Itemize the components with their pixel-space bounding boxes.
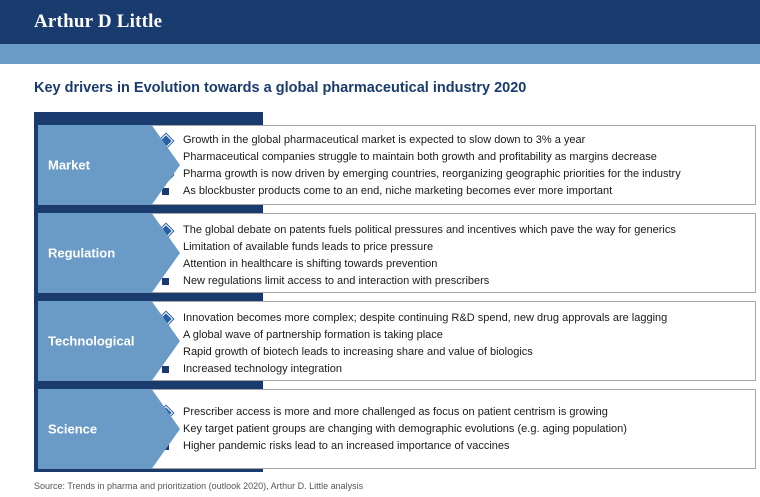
bullet-list: Prescriber access is more and more chall… <box>158 404 627 455</box>
bullet-item: Limitation of available funds leads to p… <box>159 239 676 256</box>
header-bar: Arthur D Little <box>0 0 760 44</box>
bullet-text: Key target patient groups are changing w… <box>183 423 627 435</box>
bullet-item: Innovation becomes more complex; despite… <box>158 310 668 327</box>
bullet-text: Pharmaceutical companies struggle to mai… <box>183 151 657 163</box>
driver-chevron: Technological <box>38 301 180 381</box>
bullet-item: The global debate on patents fuels polit… <box>158 222 676 239</box>
square-bullet-icon <box>162 278 169 285</box>
bullet-item: Increased technology integration <box>159 361 667 378</box>
square-bullet-icon <box>162 366 169 373</box>
bullet-item: Growth in the global pharmaceutical mark… <box>158 132 681 149</box>
bullet-item: A global wave of partnership formation i… <box>158 327 667 344</box>
driver-label: Regulation <box>48 245 116 261</box>
bullet-list: The global debate on patents fuels polit… <box>158 222 676 290</box>
driver-bullets-box: Innovation becomes more complex; despite… <box>150 301 756 381</box>
bullet-text: Limitation of available funds leads to p… <box>183 241 434 253</box>
bullet-text: Higher pandemic risks lead to an increas… <box>183 440 510 452</box>
bullet-list: Growth in the global pharmaceutical mark… <box>158 132 681 200</box>
bullet-text: As blockbuster products come to an end, … <box>183 185 613 197</box>
bullet-text: New regulations limit access to and inte… <box>183 275 490 287</box>
driver-row-science: Prescriber access is more and more chall… <box>34 384 756 469</box>
header-stripe <box>0 44 760 64</box>
bullet-text: Attention in healthcare is shifting towa… <box>183 258 438 270</box>
brand-logo: Arthur D Little <box>34 11 163 32</box>
bullet-text: The global debate on patents fuels polit… <box>183 224 676 236</box>
bullet-text: A global wave of partnership formation i… <box>183 329 443 341</box>
bullet-text: Innovation becomes more complex; despite… <box>183 312 668 324</box>
driver-label: Technological <box>48 333 135 349</box>
bullet-item: Attention in healthcare is shifting towa… <box>159 256 676 273</box>
driver-label: Science <box>48 421 98 437</box>
driver-bullets-box: Growth in the global pharmaceutical mark… <box>150 125 756 205</box>
driver-chevron: Regulation <box>38 213 180 293</box>
bullet-list: Innovation becomes more complex; despite… <box>158 310 668 378</box>
source-note: Source: Trends in pharma and prioritizat… <box>34 481 364 491</box>
page-title: Key drivers in Evolution towards a globa… <box>34 80 527 96</box>
driver-row-technological: Innovation becomes more complex; despite… <box>34 296 756 381</box>
bullet-item: Prescriber access is more and more chall… <box>158 404 627 421</box>
bullet-text: Rapid growth of biotech leads to increas… <box>183 346 533 358</box>
bullet-text: Increased technology integration <box>183 363 342 375</box>
bullet-text: Pharma growth is now driven by emerging … <box>183 168 681 180</box>
driver-row-regulation: The global debate on patents fuels polit… <box>34 208 756 293</box>
bullet-item: New regulations limit access to and inte… <box>159 273 676 290</box>
driver-chevron: Science <box>38 389 180 469</box>
bullet-item: Key target patient groups are changing w… <box>159 421 627 438</box>
driver-chevron: Market <box>38 125 180 205</box>
bullet-item: Pharmaceutical companies struggle to mai… <box>158 149 681 166</box>
driver-row-market: Growth in the global pharmaceutical mark… <box>34 120 756 205</box>
square-bullet-icon <box>162 188 169 195</box>
driver-label: Market <box>48 157 90 173</box>
bullet-text: Growth in the global pharmaceutical mark… <box>183 134 586 146</box>
bullet-item: Pharma growth is now driven by emerging … <box>158 166 681 183</box>
bullet-text: Prescriber access is more and more chall… <box>183 406 608 418</box>
bullet-item: Higher pandemic risks lead to an increas… <box>159 438 627 455</box>
bullet-item: Rapid growth of biotech leads to increas… <box>159 344 667 361</box>
bullet-item: As blockbuster products come to an end, … <box>159 183 681 200</box>
driver-bullets-box: Prescriber access is more and more chall… <box>150 389 756 469</box>
driver-bullets-box: The global debate on patents fuels polit… <box>150 213 756 293</box>
